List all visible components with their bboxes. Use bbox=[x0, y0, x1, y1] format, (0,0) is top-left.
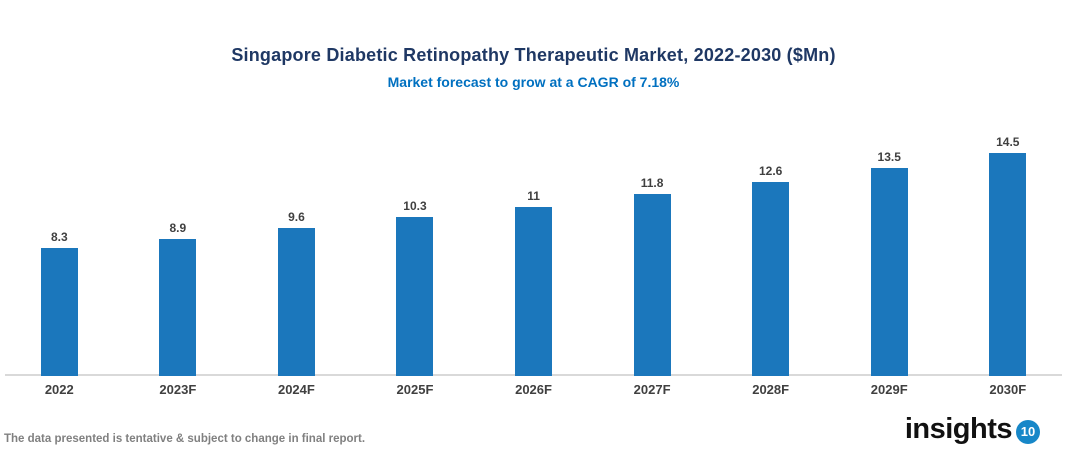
logo-text: insights bbox=[904, 413, 1013, 445]
x-axis-label: 2030F bbox=[989, 382, 1027, 398]
footer-disclaimer: The data presented is tentative & subjec… bbox=[4, 433, 366, 445]
bar bbox=[159, 239, 197, 377]
bar-column: 8.9 bbox=[119, 221, 238, 377]
bar-value-label: 8.3 bbox=[50, 230, 68, 245]
bar-value-label: 8.9 bbox=[169, 221, 187, 236]
x-axis-labels: 2022 2023F 2024F 2025F 2026F 2027F 2028F 2029F 2… bbox=[0, 382, 1067, 397]
bar-value-label: 12.6 bbox=[758, 164, 783, 179]
bar bbox=[515, 207, 553, 377]
chart-subtitle: Market forecast to grow at a CAGR of 7.1… bbox=[387, 73, 680, 90]
bar-column: 9.6 bbox=[237, 210, 356, 377]
x-axis-label: 2026F bbox=[515, 382, 552, 398]
bar-column: 14.5 bbox=[949, 135, 1067, 377]
plot-area: 8.3 8.9 9.6 10.3 11 11.8 12.6 13.5 14.5 bbox=[0, 94, 1067, 377]
bar-column: 11.8 bbox=[593, 176, 712, 377]
bar-value-label: 13.5 bbox=[877, 150, 901, 165]
bar-column: 11 bbox=[474, 189, 593, 377]
bar-value-label: 14.5 bbox=[996, 135, 1020, 150]
chart-title: Singapore Diabetic Retinopathy Therapeut… bbox=[231, 45, 836, 65]
bar-column: 8.3 bbox=[0, 230, 119, 377]
bar bbox=[989, 153, 1027, 377]
bar-value-label: 11.8 bbox=[640, 176, 664, 191]
bar-column: 12.6 bbox=[711, 164, 830, 377]
bar-value-label: 9.6 bbox=[288, 210, 305, 225]
bar bbox=[277, 228, 315, 377]
x-axis-label: 2029F bbox=[870, 382, 908, 398]
chart-header: Singapore Diabetic Retinopathy Therapeut… bbox=[0, 0, 1067, 90]
bar bbox=[752, 182, 790, 377]
bar bbox=[396, 217, 434, 377]
bar bbox=[40, 248, 78, 377]
x-axis-label: 2028F bbox=[752, 382, 790, 398]
bar-value-label: 11 bbox=[527, 189, 540, 204]
x-axis-label: 2024F bbox=[277, 382, 315, 398]
x-axis-label: 2022 bbox=[44, 382, 74, 398]
x-axis-label: 2027F bbox=[633, 382, 671, 398]
insights10-logo: insights 10 bbox=[905, 415, 1040, 444]
bar bbox=[633, 194, 671, 377]
bar-value-label: 10.3 bbox=[403, 199, 427, 214]
x-axis-label: 2023F bbox=[159, 382, 197, 398]
logo-badge-10: 10 bbox=[1016, 419, 1040, 444]
bar bbox=[870, 168, 908, 377]
bar-column: 13.5 bbox=[830, 150, 949, 377]
x-axis-label: 2025F bbox=[396, 382, 434, 398]
bar-column: 10.3 bbox=[356, 199, 475, 377]
